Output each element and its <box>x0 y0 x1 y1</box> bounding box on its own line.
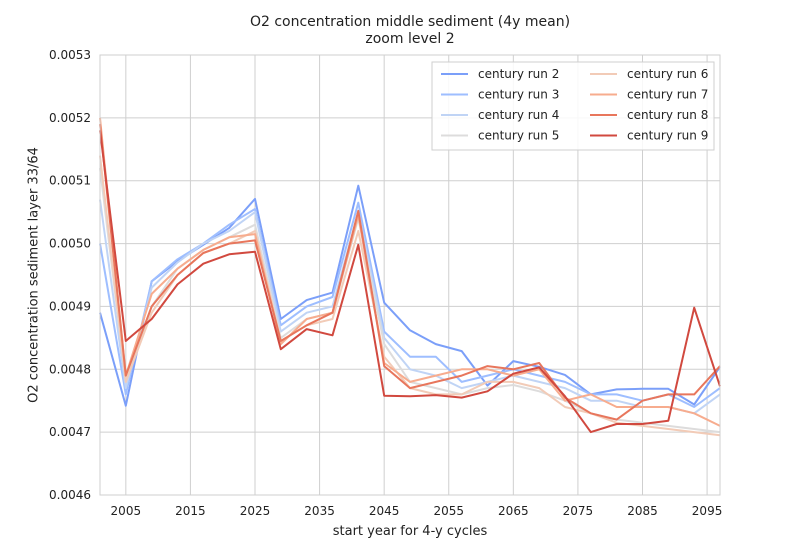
y-axis-label: O2 concentration sediment layer 33/64 <box>26 147 42 403</box>
legend-label: century run 2 <box>478 67 559 81</box>
legend-item: century run 6 <box>590 67 708 81</box>
series-line-century-run-2 <box>99 184 721 407</box>
x-axis-label: start year for 4-y cycles <box>332 524 488 539</box>
legend-item: century run 5 <box>441 129 559 143</box>
x-tick-label: 2045 <box>369 504 400 518</box>
series-line-century-run-6 <box>99 155 721 437</box>
legend-item: century run 7 <box>590 88 708 102</box>
plot-frame <box>99 54 721 496</box>
legend-item: century run 2 <box>441 67 559 81</box>
x-tick-label: 2085 <box>627 504 658 518</box>
series-line-century-run-9 <box>99 130 721 434</box>
x-tick-label: 2055 <box>433 504 464 518</box>
x-tick-label: 2065 <box>498 504 529 518</box>
legend-label: century run 7 <box>627 88 708 102</box>
series-line-century-run-8 <box>99 123 721 421</box>
y-tick-labels: 0.0046 0.0047 0.0048 0.0049 0.0050 0.0051 0.00… <box>49 48 91 502</box>
y-tick-label: 0.0046 <box>49 488 91 502</box>
chart-title: O2 concentration middle sediment (4y mea… <box>249 14 571 30</box>
series-lines <box>99 117 721 437</box>
x-tick-label: 2025 <box>240 504 271 518</box>
legend-item: century run 4 <box>441 108 559 122</box>
legend-label: century run 5 <box>478 129 559 143</box>
y-tick-label: 0.0048 <box>49 362 91 376</box>
legend-label: century run 3 <box>478 88 559 102</box>
y-tick-label: 0.0049 <box>49 299 91 313</box>
legend-label: century run 8 <box>627 108 708 122</box>
series-line-century-run-4 <box>99 199 721 415</box>
legend-label: century run 4 <box>478 108 559 122</box>
series-line-century-run-7 <box>99 117 721 427</box>
y-tick-label: 0.0052 <box>49 111 91 125</box>
legend-item: century run 3 <box>441 88 559 102</box>
legend-box <box>431 61 715 151</box>
x-tick-label: 2095 <box>692 504 723 518</box>
x-tick-label: 2005 <box>111 504 142 518</box>
x-tick-label: 2075 <box>563 504 594 518</box>
chart-subtitle: zoom level 2 <box>365 31 455 47</box>
y-tick-label: 0.0051 <box>49 174 91 188</box>
x-tick-label: 2035 <box>304 504 335 518</box>
legend-label: century run 9 <box>627 129 708 143</box>
x-tick-label: 2015 <box>175 504 206 518</box>
legend-item: century run 8 <box>590 108 708 122</box>
y-tick-label: 0.0047 <box>49 425 91 439</box>
grid <box>100 54 720 496</box>
x-tick-labels: 2005 2015 2025 2035 2045 2055 2065 2075 2085 2095 <box>111 504 723 518</box>
legend: century run 2 century run 3 century run 4 c… <box>431 61 715 151</box>
series-line-century-run-5 <box>99 167 721 434</box>
legend-label: century run 6 <box>627 67 708 81</box>
y-tick-label: 0.0053 <box>49 48 91 62</box>
y-tick-label: 0.0050 <box>49 237 91 251</box>
series-line-century-run-3 <box>99 201 721 408</box>
legend-item: century run 9 <box>590 129 708 143</box>
